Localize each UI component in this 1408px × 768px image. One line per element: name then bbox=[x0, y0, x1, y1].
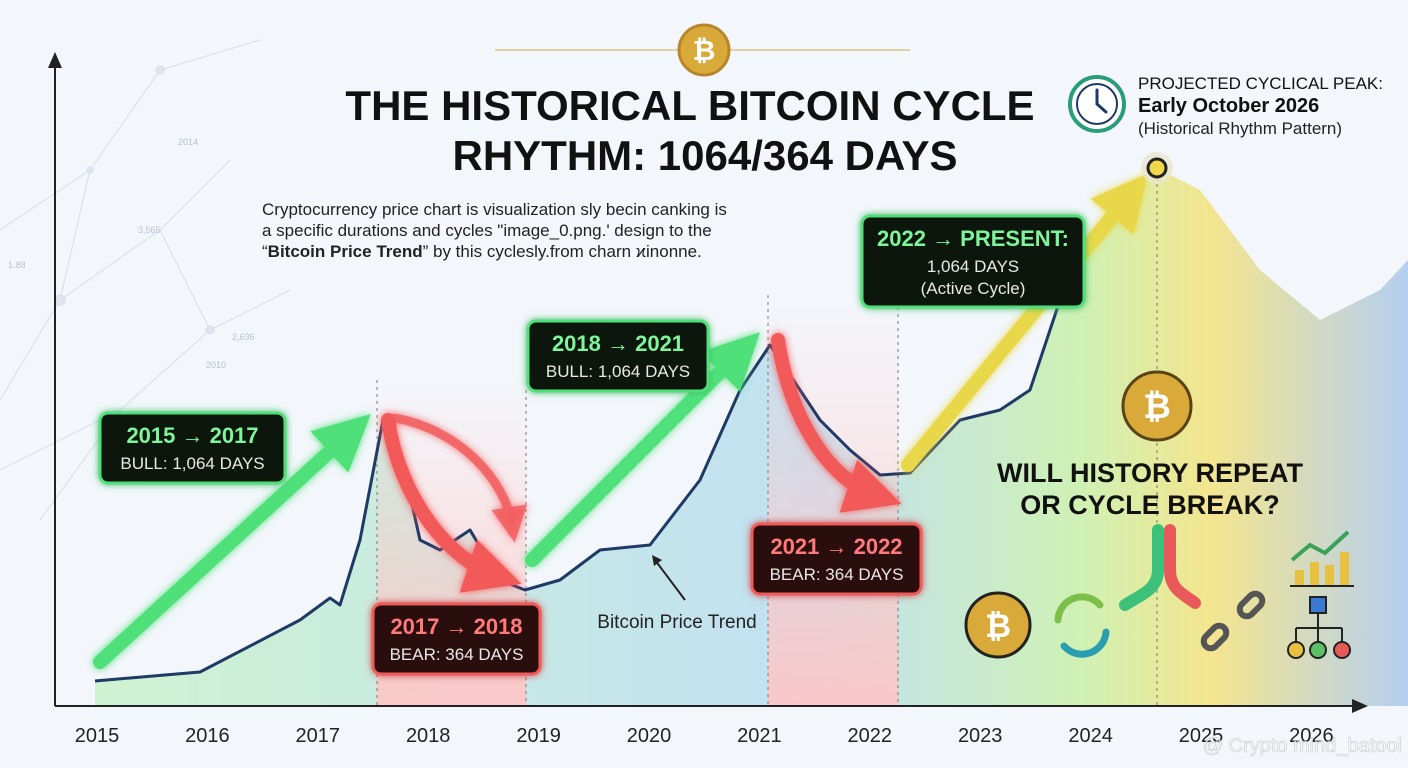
phase-detail: BEAR: 364 DAYS bbox=[770, 565, 904, 584]
coin-symbol: ₿ bbox=[1143, 388, 1171, 426]
background-label: 3,565 bbox=[138, 225, 161, 235]
y-axis-arrow bbox=[48, 52, 62, 68]
coin-symbol: ₿ bbox=[985, 608, 1011, 644]
projection-date: Early October 2026 bbox=[1138, 95, 1319, 117]
phase-range: 2022 → PRESENT: bbox=[877, 226, 1069, 251]
question-line: WILL HISTORY REPEAT bbox=[997, 458, 1304, 488]
x-tick-label: 2024 bbox=[1068, 725, 1113, 747]
bear-arrows bbox=[381, 333, 902, 593]
x-tick-label: 2020 bbox=[627, 725, 672, 747]
background-label: 1.88 bbox=[8, 260, 26, 270]
quote: “ bbox=[262, 242, 268, 261]
phase-box bbox=[526, 319, 710, 393]
phase-detail: BULL: 1,064 DAYS bbox=[120, 454, 264, 473]
x-tick-label: 2026 bbox=[1289, 725, 1334, 747]
phase-box bbox=[371, 602, 542, 676]
fork-icon bbox=[1119, 524, 1201, 611]
x-tick-label: 2016 bbox=[185, 725, 230, 747]
coin-icon bbox=[677, 23, 731, 77]
phase-note: (Active Cycle) bbox=[921, 279, 1026, 298]
clock-hands bbox=[1095, 88, 1108, 114]
x-tick-label: 2015 bbox=[75, 725, 120, 747]
phase-range: 2017 → 2018 bbox=[390, 614, 522, 639]
text: ” by this cyclesly.from charn ϰinonne. bbox=[423, 242, 702, 261]
trend-pointer bbox=[654, 559, 686, 601]
peak-marker bbox=[1146, 157, 1168, 179]
trend-pointer-head bbox=[652, 555, 662, 566]
background-label: 2014 bbox=[178, 137, 198, 147]
phase-range: 2018 → 2021 bbox=[552, 331, 684, 356]
phase-detail: 1,064 DAYS bbox=[927, 257, 1019, 276]
phase-range: 2015 → 2017 bbox=[126, 423, 258, 448]
projection-label: PROJECTED CYCLICAL PEAK: bbox=[1138, 74, 1383, 93]
x-tick-label: 2022 bbox=[848, 725, 893, 747]
background-network bbox=[0, 39, 291, 521]
phase-detail: BULL: 1,064 DAYS bbox=[546, 362, 690, 381]
phase-box bbox=[860, 214, 1086, 309]
title-line: RHYTHM: 1064/364 DAYS bbox=[453, 132, 958, 179]
phase-detail: BEAR: 364 DAYS bbox=[390, 645, 524, 664]
x-tick-label: 2019 bbox=[516, 725, 561, 747]
x-tick-label: 2021 bbox=[737, 725, 782, 747]
coin-symbol: ₿ bbox=[693, 35, 716, 66]
cycle-icon bbox=[1054, 593, 1110, 658]
clock-face bbox=[1076, 83, 1118, 125]
phase-box bbox=[750, 522, 923, 596]
title-line: THE HISTORICAL BITCOIN CYCLE bbox=[345, 82, 1034, 129]
phase-box bbox=[98, 411, 287, 485]
x-axis-arrow bbox=[1352, 699, 1368, 713]
coin-icon bbox=[1121, 370, 1193, 442]
description-line: “Bitcoin Price Trend” by this cyclesly.f… bbox=[262, 242, 702, 261]
trend-label: Bitcoin Price Trend bbox=[597, 612, 756, 633]
background-label: 2010 bbox=[206, 360, 226, 370]
background-label: 2,636 bbox=[232, 332, 255, 342]
broken-chain-icon bbox=[1200, 590, 1266, 652]
x-tick-label: 2023 bbox=[958, 725, 1003, 747]
phase-range: 2021 → 2022 bbox=[770, 534, 902, 559]
watermark: @ Crypto mind_batool bbox=[1203, 735, 1402, 757]
description-line: Cryptocurrency price chart is visualizat… bbox=[262, 200, 727, 219]
x-tick-label: 2025 bbox=[1179, 725, 1224, 747]
x-tick-label: 2017 bbox=[296, 725, 341, 747]
hierarchy-icon bbox=[1287, 596, 1351, 659]
coin-icon bbox=[964, 591, 1032, 659]
growth-chart-icon bbox=[1290, 530, 1354, 587]
x-tick-label: 2018 bbox=[406, 725, 451, 747]
emphasis: Bitcoin Price Trend bbox=[268, 242, 423, 261]
projection-note: (Historical Rhythm Pattern) bbox=[1138, 119, 1342, 138]
question-line: OR CYCLE BREAK? bbox=[1020, 490, 1280, 520]
description-line: a specific durations and cycles "image_0… bbox=[262, 221, 712, 240]
